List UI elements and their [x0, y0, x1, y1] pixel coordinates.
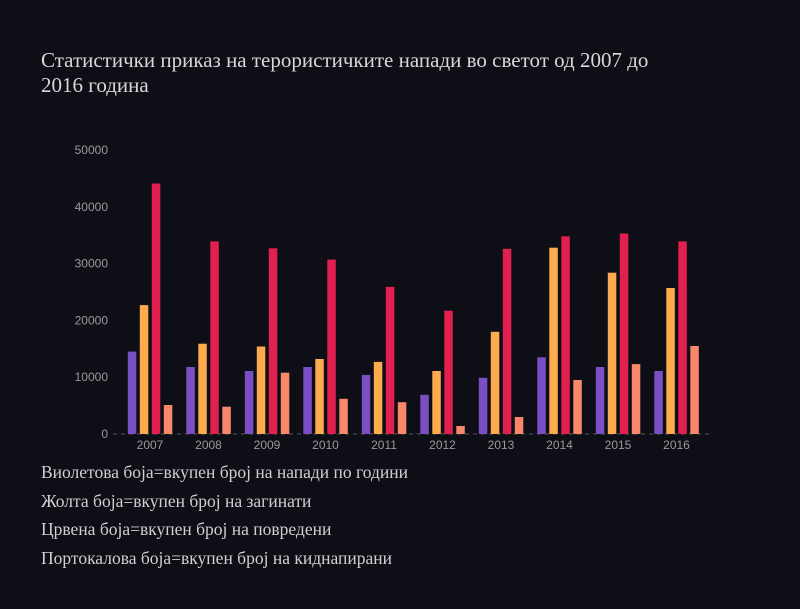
- bar-2008-series-2: [210, 241, 219, 434]
- bar-2015-series-2: [619, 233, 629, 434]
- bar-2013-series-1: [490, 331, 500, 434]
- bar-2016-series-0: [654, 371, 663, 434]
- y-tick-label: 0: [101, 427, 108, 441]
- chart-title-line-2: 2016 година: [41, 73, 149, 97]
- x-tick-label: 2015: [605, 438, 632, 452]
- bar-2011-series-0: [361, 374, 371, 434]
- legend: Виолетова боја=вкупен број на напади по …: [41, 458, 408, 572]
- bar-2015-series-0: [595, 367, 605, 434]
- bar-2009-series-2: [268, 248, 278, 434]
- y-tick-label: 10000: [75, 370, 109, 384]
- y-tick-label: 40000: [75, 200, 109, 214]
- bar-2009-series-3: [280, 372, 290, 434]
- x-tick-label: 2014: [546, 438, 573, 452]
- bars: [127, 183, 699, 434]
- bar-2010-series-1: [315, 359, 324, 434]
- bar-2009-series-1: [256, 346, 266, 434]
- bar-2011-series-3: [397, 402, 407, 434]
- x-tick-label: 2016: [663, 438, 690, 452]
- legend-item-red: Црвена боја=вкупен број на повредени: [41, 519, 332, 539]
- bar-2012-series-2: [444, 310, 453, 434]
- bar-2016-series-1: [666, 288, 675, 434]
- bar-2007-series-0: [127, 351, 137, 434]
- bar-2013-series-3: [514, 417, 524, 434]
- bar-2007-series-2: [151, 183, 161, 434]
- y-tick-label: 20000: [75, 313, 109, 327]
- bar-2010-series-0: [303, 367, 312, 434]
- chart-title: Статистички приказ на терористичките нап…: [41, 48, 741, 98]
- x-tick-label: 2013: [488, 438, 515, 452]
- bar-2012-series-1: [432, 371, 441, 434]
- bar-2013-series-0: [478, 377, 488, 434]
- x-axis: 2007 2008 2009 2010 2011 2012 2013 2014 2015 2016: [137, 438, 691, 452]
- bar-2008-series-1: [198, 343, 207, 434]
- bar-2014-series-0: [537, 357, 546, 434]
- bar-2008-series-0: [186, 367, 195, 434]
- bar-2016-series-3: [690, 346, 699, 434]
- x-tick-label: 2011: [371, 438, 397, 452]
- legend-item-purple: Виолетова боја=вкупен број на напади по …: [41, 462, 408, 482]
- bar-2012-series-0: [420, 394, 429, 434]
- bar-2010-series-2: [327, 259, 336, 434]
- bar-2012-series-3: [456, 426, 465, 434]
- bar-2007-series-3: [163, 405, 173, 434]
- bar-2013-series-2: [502, 248, 512, 434]
- bar-2015-series-3: [631, 364, 641, 434]
- bar-2014-series-2: [561, 236, 570, 434]
- x-tick-label: 2012: [429, 438, 456, 452]
- bar-2014-series-1: [549, 247, 558, 434]
- bar-2015-series-1: [607, 272, 617, 434]
- bar-2016-series-2: [678, 241, 687, 434]
- bar-2008-series-3: [222, 406, 231, 434]
- bar-2014-series-3: [573, 380, 582, 434]
- y-tick-label: 30000: [75, 257, 109, 271]
- bar-2010-series-3: [339, 398, 348, 434]
- x-tick-label: 2010: [312, 438, 339, 452]
- bar-2011-series-1: [373, 361, 383, 434]
- legend-item-orange: Портокалова боја=вкупен број на киднапир…: [41, 547, 392, 568]
- bar-2007-series-1: [139, 305, 149, 434]
- legend-item-yellow: Жолта боја=вкупен број на загинати: [41, 490, 312, 511]
- bar-2011-series-2: [385, 286, 395, 434]
- x-tick-label: 2008: [195, 438, 222, 452]
- y-tick-label: 50000: [75, 143, 109, 157]
- y-axis: 0 10000 20000 30000 40000 50000: [75, 143, 109, 441]
- x-tick-label: 2009: [254, 438, 281, 452]
- chart-title-line-1: Статистички приказ на терористичките нап…: [41, 48, 649, 72]
- bar-2009-series-0: [244, 371, 254, 434]
- x-tick-label: 2007: [137, 438, 164, 452]
